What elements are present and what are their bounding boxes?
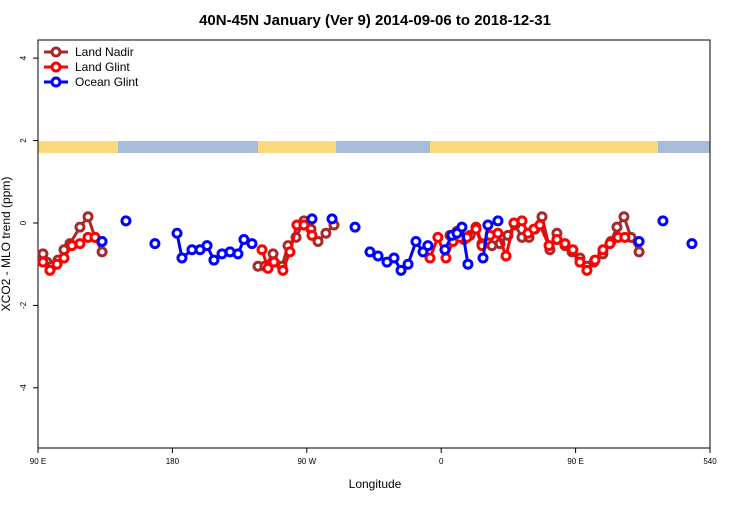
legend-label: Land Glint bbox=[75, 60, 130, 74]
data-point bbox=[619, 231, 631, 243]
y-tick-label: 0 bbox=[19, 220, 28, 225]
data-point bbox=[633, 236, 645, 248]
data-point bbox=[82, 211, 94, 223]
x-tick-label: 0 bbox=[439, 457, 444, 466]
data-point bbox=[306, 213, 318, 225]
data-point bbox=[74, 238, 86, 250]
y-tick-label: -4 bbox=[19, 384, 28, 392]
chart-title: 40N-45N January (Ver 9) 2014-09-06 to 20… bbox=[199, 12, 551, 29]
legend-label: Land Nadir bbox=[75, 45, 134, 59]
data-point bbox=[567, 244, 579, 256]
x-tick-label: 90 E bbox=[567, 457, 583, 466]
data-point bbox=[439, 244, 451, 256]
data-point bbox=[268, 256, 280, 268]
y-tick-label: -2 bbox=[19, 301, 28, 309]
data-point bbox=[477, 252, 489, 264]
data-point bbox=[306, 229, 318, 241]
data-point bbox=[440, 252, 452, 264]
data-point bbox=[44, 264, 56, 276]
legend-marker bbox=[50, 76, 62, 88]
data-point bbox=[171, 227, 183, 239]
x-tick-label: 180 bbox=[166, 457, 180, 466]
x-axis-label: Longitude bbox=[349, 477, 402, 491]
data-point bbox=[96, 236, 108, 248]
data-point bbox=[372, 250, 384, 262]
data-point bbox=[686, 238, 698, 250]
data-point bbox=[402, 258, 414, 270]
data-point bbox=[422, 240, 434, 252]
data-point bbox=[597, 244, 609, 256]
data-point bbox=[262, 262, 274, 274]
data-point bbox=[312, 236, 324, 248]
data-point bbox=[326, 213, 338, 225]
data-point bbox=[298, 219, 310, 231]
x-tick-label: 90 E bbox=[30, 457, 46, 466]
data-point bbox=[657, 215, 669, 227]
data-point bbox=[500, 250, 512, 262]
data-point bbox=[388, 252, 400, 264]
data-point bbox=[284, 246, 296, 258]
data-point bbox=[58, 252, 70, 264]
x-tick-label: 540 bbox=[703, 457, 717, 466]
data-point bbox=[633, 246, 645, 258]
data-point bbox=[516, 215, 528, 227]
legend-label: Ocean Glint bbox=[75, 75, 139, 89]
data-point bbox=[482, 219, 494, 231]
data-point bbox=[51, 258, 63, 270]
data-point bbox=[256, 244, 268, 256]
data-point bbox=[611, 221, 623, 233]
series bbox=[96, 213, 698, 276]
data-point bbox=[208, 254, 220, 266]
plot-frame bbox=[37, 39, 711, 449]
data-point bbox=[120, 215, 132, 227]
land-ocean-strip bbox=[38, 141, 710, 153]
data-point bbox=[349, 221, 361, 233]
data-point bbox=[462, 258, 474, 270]
data-point bbox=[201, 240, 213, 252]
legend-marker bbox=[50, 61, 62, 73]
data-point bbox=[604, 238, 616, 250]
data-point bbox=[574, 256, 586, 268]
data-point bbox=[534, 219, 546, 231]
data-point bbox=[424, 252, 436, 264]
data-point bbox=[618, 211, 630, 223]
data-point bbox=[37, 256, 49, 268]
data-point bbox=[543, 240, 555, 252]
y-tick-label: 2 bbox=[19, 138, 28, 143]
data-point bbox=[492, 227, 504, 239]
data-point bbox=[149, 238, 161, 250]
data-point bbox=[246, 238, 258, 250]
x-tick-label: 90 W bbox=[297, 457, 316, 466]
data-point bbox=[232, 248, 244, 260]
data-point bbox=[432, 231, 444, 243]
data-point bbox=[74, 221, 86, 233]
data-point bbox=[320, 227, 332, 239]
y-axis-label: XCO2 - MLO trend (ppm) bbox=[0, 177, 13, 312]
data-point bbox=[96, 246, 108, 258]
data-point bbox=[395, 264, 407, 276]
data-point bbox=[364, 246, 376, 258]
data-point bbox=[492, 215, 504, 227]
data-point bbox=[267, 248, 279, 260]
data-point bbox=[470, 223, 482, 235]
legend-marker bbox=[50, 46, 62, 58]
data-point bbox=[410, 236, 422, 248]
y-tick-label: 4 bbox=[19, 55, 28, 60]
data-point bbox=[581, 264, 593, 276]
data-point bbox=[277, 264, 289, 276]
data-point bbox=[176, 252, 188, 264]
data-point bbox=[456, 221, 468, 233]
data-point bbox=[238, 233, 250, 245]
data-point bbox=[559, 238, 571, 250]
data-point bbox=[589, 254, 601, 266]
data-point bbox=[551, 233, 563, 245]
